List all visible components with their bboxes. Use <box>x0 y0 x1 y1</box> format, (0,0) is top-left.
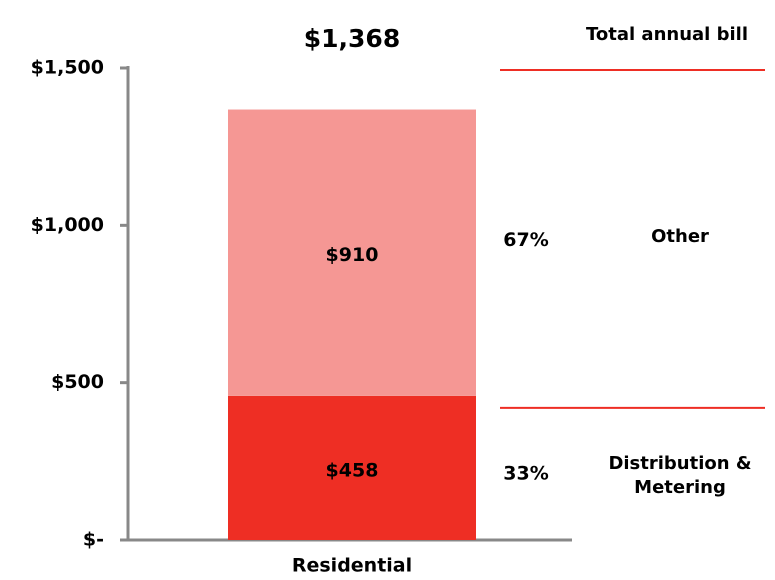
y-tick-label: $- <box>83 529 104 551</box>
y-tick-label: $1,000 <box>31 214 104 236</box>
total-label: $1,368 <box>304 24 400 53</box>
x-tick-label: Residential <box>292 555 412 577</box>
total-name: Total annual bill <box>585 24 748 45</box>
y-tick-label: $500 <box>51 371 104 393</box>
share-label: 67% <box>503 229 548 251</box>
share-label: 33% <box>503 462 548 484</box>
bar-segment <box>228 109 476 396</box>
bar-segment <box>228 395 476 540</box>
y-tick-label: $1,500 <box>31 57 104 79</box>
value-label: $910 <box>326 244 379 266</box>
legend-entry: Other <box>651 225 709 247</box>
value-label: $458 <box>326 459 379 481</box>
legend-entry: Distribution & Metering <box>608 452 752 498</box>
